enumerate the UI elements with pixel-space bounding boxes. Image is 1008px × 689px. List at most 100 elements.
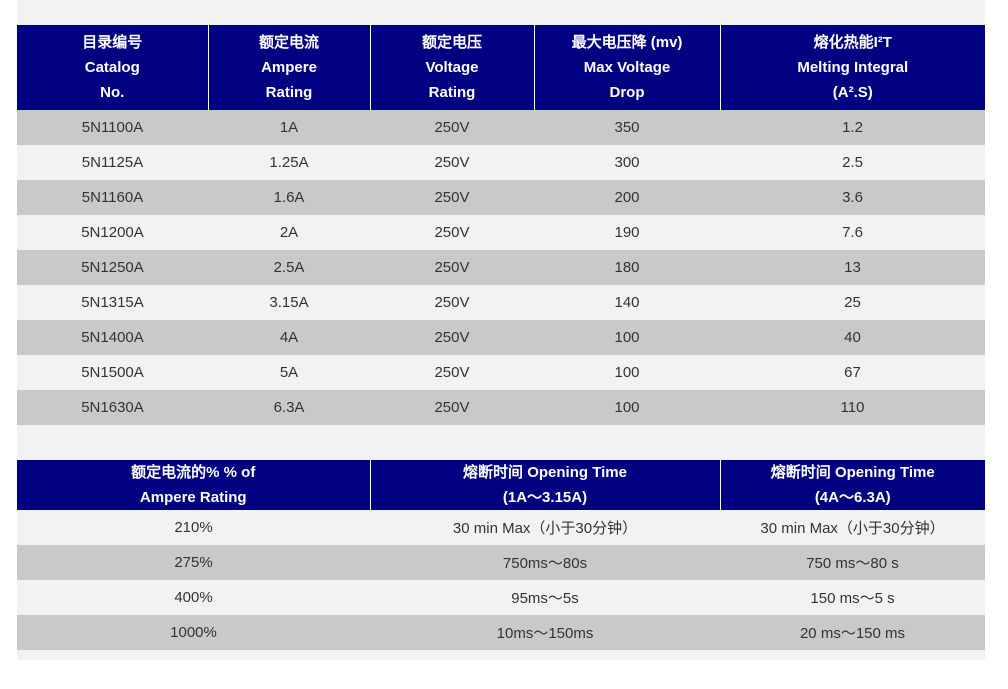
header-text: Rating [265,84,313,101]
table-cell: 7.6 [720,215,985,250]
header-text: 最大电压降 (mv) [571,34,683,51]
header-row: 目录编号 Catalog No. 额定电流 Ampere Rating 额定电压 Voltag… [17,25,985,110]
table-cell: 140 [534,285,720,320]
table-cell: 13 [720,250,985,285]
data-table: 目录编号 Catalog No. 额定电流 Ampere Rating 额定电压 Voltag… [17,25,985,425]
table-cell: 150 ms～5 s [720,580,985,615]
header-text: 额定电压 [421,34,482,51]
table-cell: 1000% [17,615,370,650]
header-cell: 目录编号 Catalog No. [17,25,208,110]
table-row: 5N1250A 2.5A 250V 180 13 [17,250,985,285]
table-cell: 25 [720,285,985,320]
table-cell: 5N1400A [17,320,208,355]
table-cell: 5A [208,355,370,390]
table-body: 5N1100A 1A 250V 350 1.2 5N1125A 1.25A 250V 300 2.… [17,110,985,425]
table-cell: 250V [370,180,534,215]
table-row: 5N1400A 4A 250V 100 40 [17,320,985,355]
header-cell: 额定电压 Voltage Rating [369,25,534,110]
table-cell: 5N1630A [17,390,208,425]
header-text: Catalog [84,59,140,76]
table-cell: 20 ms～150 ms [720,615,985,650]
table-cell: 250V [370,110,534,145]
table-cell: 2A [208,215,370,250]
table-cell: 100 [534,320,720,355]
table-cell: 180 [534,250,720,285]
header-text: 熔断时间 Opening Time [463,464,627,481]
table-header: 额定电流的% % of Ampere Rating 熔断时间 Opening Tim… [17,460,985,510]
table-cell: 300 [534,145,720,180]
header-text: (4A～6.3A) [814,489,891,506]
table-row: 5N1160A 1.6A 250V 200 3.6 [17,180,985,215]
content-panel: 目录编号 Catalog No. 额定电流 Ampere Rating 额定电压 Voltag… [17,0,985,660]
table-cell: 750ms～80s [370,545,720,580]
table-header: 目录编号 Catalog No. 额定电流 Ampere Rating 额定电压 Voltag… [17,25,985,110]
header-text: Voltage [425,59,479,76]
header-text: Ampere Rating [139,489,247,506]
table-cell: 750 ms～80 s [720,545,985,580]
table-cell: 210% [17,510,370,545]
table-cell: 350 [534,110,720,145]
table-cell: 4A [208,320,370,355]
header-cell: 额定电流的% % of Ampere Rating [17,460,370,510]
header-cell: 熔化热能I²T Melting Integral (A².S) [719,25,985,110]
header-text: Melting Integral [797,59,909,76]
table-cell: 30 min Max（小于30分钟） [370,510,720,545]
table-cell: 40 [720,320,985,355]
table-row: 5N1630A 6.3A 250V 100 110 [17,390,985,425]
table-cell: 200 [534,180,720,215]
table-body: 210% 30 min Max（小于30分钟） 30 min Max（小于30分钟）… [17,510,985,650]
header-text: Drop [609,84,645,101]
data-table: 额定电流的% % of Ampere Rating 熔断时间 Opening Tim… [17,460,985,650]
table-cell: 1.25A [208,145,370,180]
table-cell: 2.5 [720,145,985,180]
table-cell: 250V [370,145,534,180]
header-cell: 熔断时间 Opening Time (1A～3.15A) [369,460,720,510]
table-cell: 250V [370,355,534,390]
header-text: Ampere [261,59,317,76]
header-text: Max Voltage [583,59,671,76]
table-cell: 250V [370,215,534,250]
table-cell: 250V [370,285,534,320]
table-row: 5N1500A 5A 250V 100 67 [17,355,985,390]
header-text: 目录编号 [82,34,143,51]
table-row: 400% 95ms～5s 150 ms～5 s [17,580,985,615]
header-text: Rating [428,84,476,101]
table-cell: 1.6A [208,180,370,215]
table-cell: 5N1125A [17,145,208,180]
table-cell: 6.3A [208,390,370,425]
table-cell: 3.6 [720,180,985,215]
table-cell: 400% [17,580,370,615]
table-row: 1000% 10ms～150ms 20 ms～150 ms [17,615,985,650]
table-cell: 3.15A [208,285,370,320]
table-row: 275% 750ms～80s 750 ms～80 s [17,545,985,580]
table-cell: 10ms～150ms [370,615,720,650]
header-text: No. [100,84,125,101]
table-cell: 95ms～5s [370,580,720,615]
table-cell: 250V [370,390,534,425]
table-cell: 100 [534,390,720,425]
table-row: 210% 30 min Max（小于30分钟） 30 min Max（小于30分钟） [17,510,985,545]
table-cell: 5N1160A [17,180,208,215]
table-cell: 5N1250A [17,250,208,285]
header-text: (A².S) [832,84,873,101]
header-cell: 熔断时间 Opening Time (4A～6.3A) [719,460,985,510]
table-cell: 5N1315A [17,285,208,320]
table-cell: 5N1200A [17,215,208,250]
table-cell: 110 [720,390,985,425]
table-cell: 2.5A [208,250,370,285]
header-text: (1A～3.15A) [502,489,588,506]
table-cell: 275% [17,545,370,580]
table-cell: 30 min Max（小于30分钟） [720,510,985,545]
table-row: 5N1315A 3.15A 250V 140 25 [17,285,985,320]
table-cell: 100 [534,355,720,390]
header-text: 额定电流的% % of [131,464,256,481]
header-cell: 额定电流 Ampere Rating [207,25,370,110]
table-cell: 250V [370,320,534,355]
table-cell: 67 [720,355,985,390]
table-cell: 1A [208,110,370,145]
header-text: 额定电流 [258,34,319,51]
table-cell: 250V [370,250,534,285]
header-text: 熔断时间 Opening Time [770,464,935,481]
table-row: 5N1125A 1.25A 250V 300 2.5 [17,145,985,180]
